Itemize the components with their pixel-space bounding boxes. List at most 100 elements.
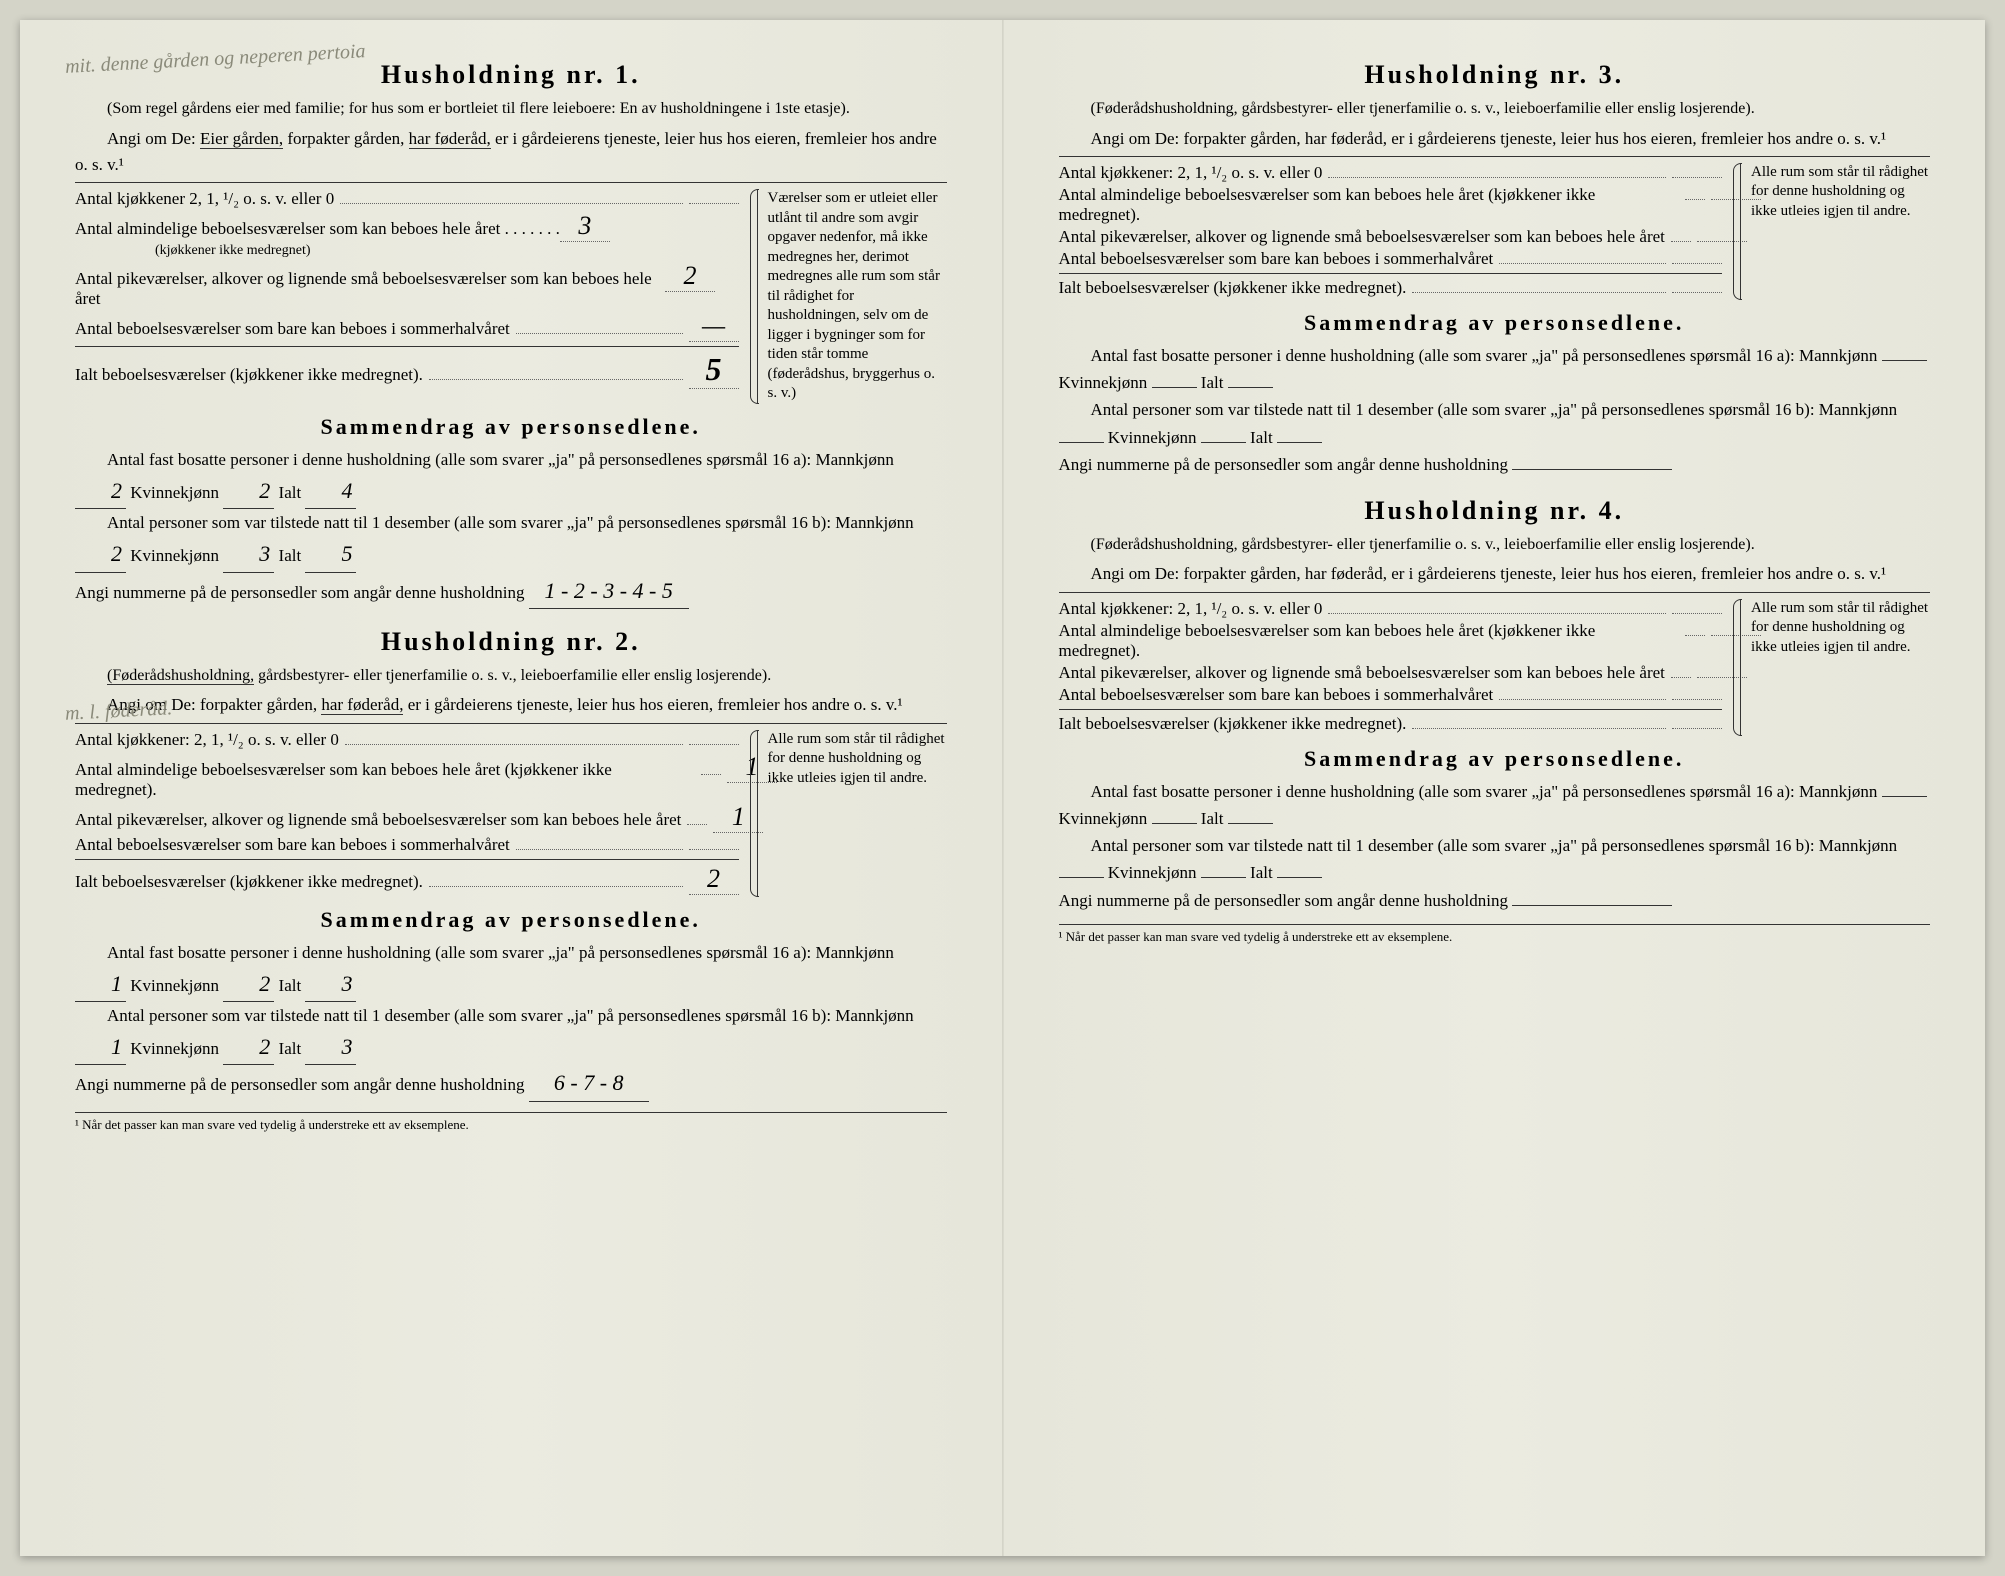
t: Antal pikeværelser, alkover og lignende … <box>75 269 665 309</box>
r3: Antal beboelsesværelser som bare kan beb… <box>75 835 739 855</box>
v <box>689 744 739 745</box>
v <box>1672 728 1722 729</box>
dots <box>1685 635 1705 636</box>
s2: Antal personer som var tilstede natt til… <box>1059 832 1931 886</box>
kitchen-line: Antal kjøkkener: 2, 1, ¹/₂ o. s. v. elle… <box>1059 163 1723 183</box>
r4: Ialt beboelsesværelser (kjøkkener ikke m… <box>1059 278 1723 298</box>
v: 2 <box>665 261 715 292</box>
v: 3 <box>305 1029 356 1065</box>
v: 2 <box>223 1029 274 1065</box>
t: Antal personer som var tilstede natt til… <box>1091 836 1898 855</box>
side-note: Alle rum som står til rådighet for denne… <box>1740 163 1930 300</box>
t: (kjøkkener ikke medregnet) <box>155 243 311 258</box>
t: Angi om De: <box>107 129 200 148</box>
household-2: Husholdning nr. 2. (Føderådshusholdning,… <box>75 627 947 1133</box>
left-page: mit. denne gården og neperen pertoia Hus… <box>20 20 1003 1556</box>
r4: Ialt beboelsesværelser (kjøkkener ikke m… <box>75 864 739 895</box>
t: Antal pikeværelser, alkover og lignende … <box>1059 663 1665 683</box>
t: Ialt <box>1201 373 1224 392</box>
t: Kvinnekjønn <box>130 483 219 502</box>
hh3-title: Husholdning nr. 3. <box>1059 60 1931 90</box>
hh1-subtitle: (Som regel gårdens eier med familie; for… <box>75 98 947 120</box>
r2: Antal pikeværelser, alkover og lignende … <box>1059 227 1723 247</box>
hh2-rooms: Antal kjøkkener: 2, 1, ¹/₂ o. s. v. elle… <box>75 730 947 897</box>
household-3: Husholdning nr. 3. (Føderådshusholdning,… <box>1059 60 1931 478</box>
t: Kvinnekjønn <box>1108 863 1197 882</box>
t: Ialt beboelsesværelser (kjøkkener ikke m… <box>75 872 423 892</box>
s3: Angi nummerne på de personsedler som ang… <box>1059 451 1931 478</box>
t: Eier gården, <box>200 129 283 149</box>
hh3-sum-title: Sammendrag av personsedlene. <box>1059 310 1931 336</box>
t: Ialt <box>1250 863 1273 882</box>
dots <box>701 774 721 775</box>
right-page: Husholdning nr. 3. (Føderådshusholdning,… <box>1003 20 1986 1556</box>
dots <box>1412 292 1666 293</box>
v: 1 <box>75 1029 126 1065</box>
t: Kvinnekjønn <box>1108 428 1197 447</box>
rule <box>75 723 947 724</box>
v <box>1882 360 1927 361</box>
dots <box>1671 241 1691 242</box>
r1: Antal almindelige beboelsesværelser som … <box>1059 185 1723 225</box>
v <box>1201 442 1246 443</box>
dots <box>1328 177 1666 178</box>
r3: Antal beboelsesværelser som bare kan beb… <box>75 311 739 342</box>
t: er i gårdeierens tjeneste, leier hus hos… <box>403 695 902 714</box>
v <box>1882 796 1927 797</box>
hh2-subtitle: (Føderådshusholdning, gårdsbestyrer- ell… <box>75 665 947 687</box>
t: Antal personer som var tilstede natt til… <box>107 513 914 532</box>
rule <box>1059 709 1723 710</box>
v <box>689 849 739 850</box>
hh2-title: Husholdning nr. 2. <box>75 627 947 657</box>
t: Ialt beboelsesværelser (kjøkkener ikke m… <box>1059 714 1407 734</box>
t: Ialt <box>279 1039 302 1058</box>
r4: Ialt beboelsesværelser (kjøkkener ikke m… <box>75 351 739 389</box>
dots <box>516 849 683 850</box>
t: Antal beboelsesværelser som bare kan beb… <box>75 319 510 339</box>
v <box>1672 263 1722 264</box>
s2: Antal personer som var tilstede natt til… <box>1059 396 1931 450</box>
s2: Antal personer som var tilstede natt til… <box>75 1002 947 1065</box>
side-note: Værelser som er utleiet eller utlånt til… <box>757 189 947 404</box>
rule <box>1059 156 1931 157</box>
dots <box>1412 728 1666 729</box>
r4: Ialt beboelsesværelser (kjøkkener ikke m… <box>1059 714 1723 734</box>
t: Ialt <box>279 976 302 995</box>
r3: Antal beboelsesværelser som bare kan beb… <box>1059 249 1723 269</box>
v: 1 - 2 - 3 - 4 - 5 <box>529 573 689 609</box>
v: 4 <box>305 473 356 509</box>
household-4: Husholdning nr. 4. (Føderådshusholdning,… <box>1059 496 1931 945</box>
v: 6 - 7 - 8 <box>529 1065 649 1101</box>
t: Angi nummerne på de personsedler som ang… <box>75 1075 524 1094</box>
r2: Antal pikeværelser, alkover og lignende … <box>1059 663 1723 683</box>
t: Antal beboelsesværelser som bare kan beb… <box>75 835 510 855</box>
t: Ialt beboelsesværelser (kjøkkener ikke m… <box>75 365 423 385</box>
t: Antal fast bosatte personer i denne hush… <box>1091 782 1878 801</box>
side-note: Alle rum som står til rådighet for denne… <box>757 730 947 897</box>
rule <box>75 182 947 183</box>
t: har føderåd, <box>321 695 403 715</box>
r2: Antal pikeværelser, alkover og lignende … <box>75 802 739 833</box>
t: Antal beboelsesværelser som bare kan beb… <box>1059 685 1494 705</box>
r3: Antal beboelsesværelser som bare kan beb… <box>1059 685 1723 705</box>
t: Ialt beboelsesværelser (kjøkkener ikke m… <box>1059 278 1407 298</box>
rule <box>1059 273 1723 274</box>
t: Antal pikeværelser, alkover og lignende … <box>1059 227 1665 247</box>
v <box>689 203 739 204</box>
hh1-angi: Angi om De: Eier gården, forpakter gårde… <box>75 126 947 179</box>
hh4-rooms: Antal kjøkkener: 2, 1, ¹/₂ o. s. v. elle… <box>1059 599 1931 736</box>
t: Antal beboelsesværelser som bare kan beb… <box>1059 249 1494 269</box>
v <box>1512 469 1672 470</box>
t: Alle rum som står til rådighet for denne… <box>1751 163 1930 222</box>
dots <box>429 379 683 380</box>
footnote: ¹ Når det passer kan man svare ved tydel… <box>1059 924 1931 945</box>
t: Antal kjøkkener: 2, 1, ¹/₂ o. s. v. elle… <box>1059 599 1323 619</box>
v <box>1277 877 1322 878</box>
v: 5 <box>305 536 356 572</box>
v: 2 <box>75 473 126 509</box>
v <box>1512 905 1672 906</box>
v <box>1228 823 1273 824</box>
s2: Antal personer som var tilstede natt til… <box>75 509 947 572</box>
t: Alle rum som står til rådighet for denne… <box>1751 599 1930 658</box>
kitchen-line: Antal kjøkkener: 2, 1, ¹/₂ o. s. v. elle… <box>1059 599 1723 619</box>
